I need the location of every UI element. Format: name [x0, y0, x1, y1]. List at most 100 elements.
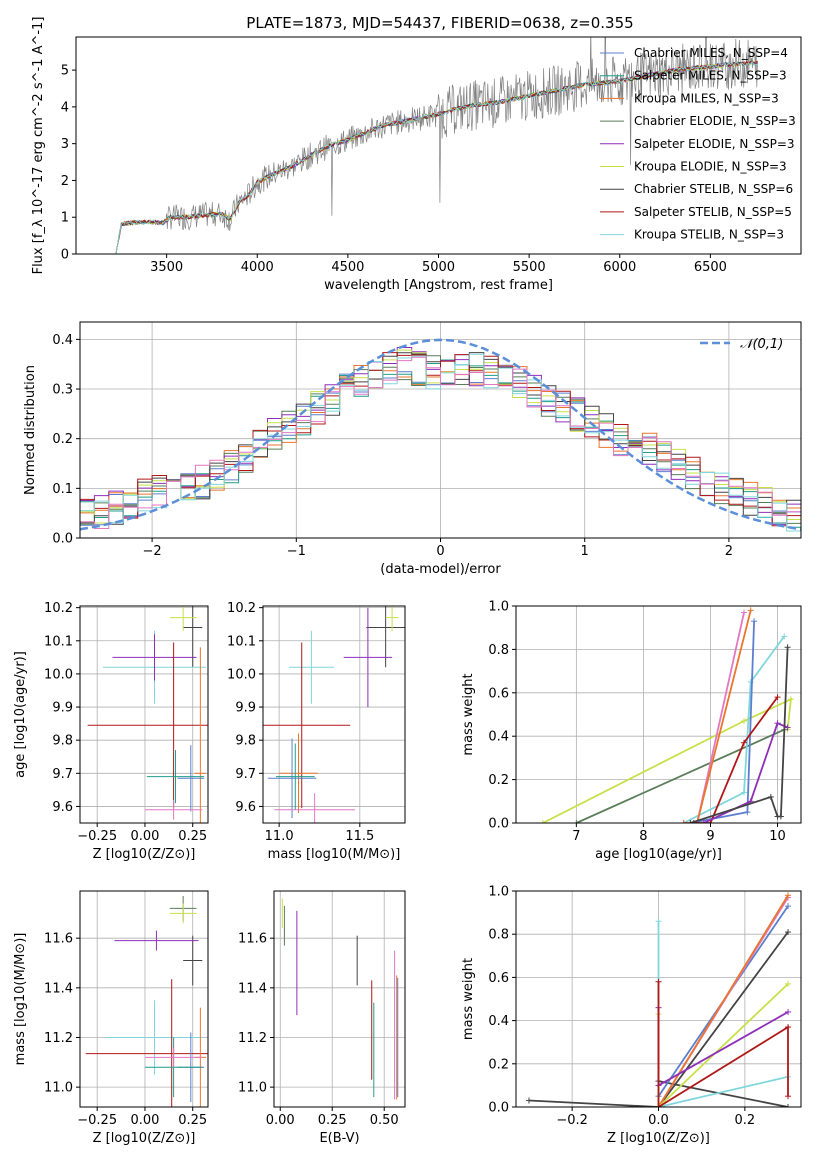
weight-series-7	[703, 721, 788, 823]
weight-marker	[784, 724, 791, 731]
y-tick-label: 10.1	[227, 634, 256, 649]
ticks: 0.00 0.25 0.50 11.0 11.2 11.4 11.6	[238, 932, 399, 1128]
weight-marker	[785, 1008, 792, 1015]
x-tick-label: 0.25	[178, 829, 207, 844]
x-tick-label: 0.50	[370, 1113, 399, 1128]
y-tick-label: 0.1	[52, 482, 73, 497]
y-tick-label: 0	[61, 248, 69, 263]
y-tick-label: 0.0	[52, 532, 73, 547]
errorbar-point-8	[274, 793, 355, 823]
y-tick-label: 9.7	[235, 767, 256, 782]
plot-area	[525, 892, 792, 1107]
errorbar-point-9	[144, 1047, 203, 1068]
x-tick-label: −1	[287, 544, 306, 559]
weight-series-4	[683, 610, 752, 823]
gridlines	[274, 891, 405, 1107]
gridlines	[80, 322, 801, 539]
weight-marker	[741, 718, 747, 725]
legend: Chabrier MILES, N_SSP=4 Salpeter MILES, N…	[600, 46, 796, 242]
x-tick-label: −2	[143, 544, 162, 559]
x-tick-label: 0.00	[266, 1113, 295, 1128]
y-tick-label: 2	[61, 174, 69, 189]
y-tick-label: 0.0	[488, 1101, 509, 1116]
x-tick-label: 7	[572, 829, 580, 844]
plot-area	[263, 606, 405, 823]
model-spectrum-3	[115, 60, 758, 254]
weight-marker	[573, 820, 580, 823]
legend-label: Salpeter ELODIE, N_SSP=3	[634, 137, 795, 151]
x-tick-label: −0.25	[77, 1113, 117, 1128]
y-tick-label: 0.4	[52, 333, 73, 348]
panel-age-vs-mass: 11.0 11.5 9.6 9.7 9.8 9.9 10.0 10.1 10.2 mass [lo…	[227, 601, 406, 862]
legend-label: Kroupa STELIB, N_SSP=3	[634, 228, 784, 242]
errorbar-point-1	[169, 606, 197, 631]
axes-frame	[79, 605, 209, 824]
y-tick-label: 0.8	[488, 928, 509, 943]
y-axis-label: Flux [f_λ 10^-17 erg cm^-2 s^-1 A^-1]	[31, 17, 46, 275]
errorbar-point-4	[263, 642, 351, 809]
gaussian-curve	[80, 338, 801, 531]
weight-marker	[741, 609, 747, 616]
weight-marker	[777, 813, 784, 820]
plot-area	[87, 606, 208, 823]
weight-marker	[781, 633, 788, 640]
plot-area	[539, 607, 794, 823]
weight-marker	[655, 1104, 662, 1107]
y-tick-label: 0.2	[488, 1057, 509, 1072]
weight-marker	[785, 1024, 792, 1031]
x-tick-label: 0.2	[735, 1113, 756, 1128]
y-axis-label: mass weight	[461, 958, 476, 1040]
y-tick-label: 0.6	[488, 686, 509, 701]
x-tick-label: 0.25	[178, 1113, 207, 1128]
y-tick-label: 9.6	[235, 800, 256, 815]
weight-marker	[744, 809, 751, 816]
errorbar-point-3	[343, 607, 393, 708]
y-tick-label: 11.4	[238, 981, 267, 996]
y-tick-label: 9.9	[52, 701, 73, 716]
weight-marker	[785, 929, 792, 936]
x-tick-label: −0.25	[77, 829, 117, 844]
x-tick-label: 0.0	[648, 1113, 669, 1128]
figure-title: PLATE=1873, MJD=54437, FIBERID=0638, z=0…	[246, 14, 633, 32]
y-tick-label: 0.3	[52, 383, 73, 398]
y-axis-label: age [log10(age/yr)]	[13, 651, 28, 778]
panel-age-vs-metallicity: −0.25 0.00 0.25 9.6 9.7 9.8 9.9 10.0 10.1 10.2 Z […	[13, 601, 209, 862]
x-axis-label: wavelength [Angstrom, rest frame]	[324, 278, 553, 293]
y-tick-label: 9.7	[52, 767, 73, 782]
y-axis-label: mass [log10(M/M⊙)]	[13, 933, 28, 1066]
y-tick-label: 0.8	[488, 643, 509, 658]
errorbar-point-6	[267, 738, 317, 819]
errorbar-point-5	[194, 647, 207, 823]
weight-series-1	[576, 728, 785, 823]
x-tick-label: 8	[639, 829, 647, 844]
weight-marker	[785, 980, 792, 987]
y-tick-label: 0.0	[488, 817, 509, 832]
y-tick-label: 11.6	[238, 932, 267, 947]
weight-marker	[680, 820, 687, 823]
legend-label: Kroupa ELODIE, N_SSP=3	[634, 160, 787, 174]
y-axis-label: Normed distribution	[23, 365, 38, 495]
weight-marker	[687, 820, 694, 823]
y-tick-label: 10.0	[44, 667, 73, 682]
x-tick-label: 6500	[694, 260, 727, 275]
x-axis-label: Z [log10(Z/Z⊙)]	[607, 1131, 710, 1146]
weight-marker	[787, 696, 794, 703]
ticks: 3500 4000 4500 5000 5500 6000 6500 0 1 2 3 4 5	[61, 64, 727, 275]
errorbar-point-0	[183, 606, 203, 668]
weight-marker	[767, 793, 774, 800]
x-tick-label: 4500	[331, 260, 364, 275]
weight-marker	[707, 820, 714, 823]
weight-series-3	[683, 612, 745, 823]
x-tick-label: 0.00	[130, 1113, 159, 1128]
legend-label: Chabrier MILES, N_SSP=4	[634, 46, 788, 60]
y-tick-label: 4	[61, 100, 69, 115]
errorbar-point-7	[146, 750, 205, 804]
model-spectrum-5	[115, 60, 758, 254]
plot-area	[85, 895, 208, 1107]
ticks: −0.2 0.0 0.2 0.0 0.2 0.4 0.6 0.8 1.0	[488, 885, 755, 1129]
y-tick-label: 0.4	[488, 730, 509, 745]
y-tick-label: 11.0	[44, 1081, 73, 1096]
errorbar-point-6	[177, 745, 205, 812]
gridlines	[80, 891, 208, 1107]
